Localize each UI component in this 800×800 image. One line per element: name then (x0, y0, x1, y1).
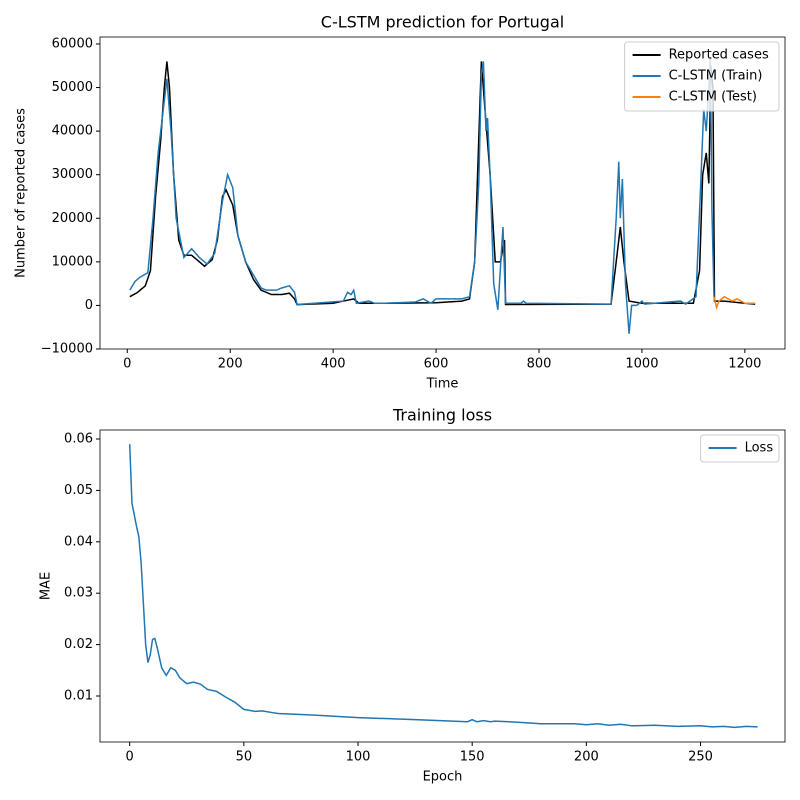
legend-label: C-LSTM (Train) (669, 69, 763, 84)
legend: Reported cases C-LSTM (Train) C-LSTM (Test… (624, 41, 780, 112)
y-tick-label: 0 (85, 298, 93, 313)
x-tick-label: 200 (574, 750, 599, 765)
x-tick-label: 0 (123, 357, 131, 372)
plot: Training loss Epoch MAE 0 50 100 150 200 250 0.01… (39, 406, 786, 785)
y-tick-label: 0.04 (64, 534, 93, 549)
chart-title: Training loss (392, 406, 492, 425)
y-tick-label: 0.06 (64, 431, 93, 446)
y-tick-label: 10000 (52, 254, 93, 269)
y-tick-label: 50000 (52, 80, 93, 95)
legend-box (624, 41, 780, 112)
x-tick-label: 50 (236, 750, 253, 765)
x-tick-label: 0 (126, 750, 134, 765)
y-tick-label: 40000 (52, 124, 93, 139)
series-line (128, 444, 758, 729)
legend-label: Loss (745, 441, 774, 456)
x-axis-label: Time (426, 377, 459, 392)
x-tick-label: 400 (321, 357, 346, 372)
legend-label: C-LSTM (Test) (669, 90, 757, 105)
y-tick-label: 0.05 (64, 483, 93, 498)
x-tick-label: 200 (218, 357, 243, 372)
axes-frame (99, 36, 786, 350)
legend-box (700, 434, 780, 463)
y-tick-label: 60000 (52, 36, 93, 51)
x-tick-label: 1000 (625, 357, 658, 372)
y-tick-label: 20000 (52, 211, 93, 226)
y-tick-label: 0.02 (64, 637, 93, 652)
y-tick-label: 0.01 (64, 688, 93, 703)
legend: Loss (700, 434, 780, 463)
x-tick-label: 800 (527, 357, 552, 372)
x-axis-label: Epoch (423, 770, 463, 785)
series-line (129, 57, 715, 334)
x-tick-label: 100 (346, 750, 371, 765)
x-tick-label: 150 (460, 750, 485, 765)
y-tick-label: −10000 (41, 342, 93, 357)
y-tick-label: 0.03 (64, 586, 93, 601)
axes-frame (99, 429, 786, 743)
x-tick-label: 600 (424, 357, 449, 372)
plot-area (128, 444, 758, 729)
y-axis-label: MAE (39, 572, 54, 600)
plot-area (129, 57, 756, 334)
legend-label: Reported cases (669, 48, 769, 63)
y-axis-label: Number of reported cases (14, 108, 29, 278)
x-tick-label: 1200 (728, 357, 761, 372)
x-tick-label: 250 (688, 750, 713, 765)
chart-title: C-LSTM prediction for Portugal (321, 13, 564, 32)
series-line (713, 295, 756, 311)
plot: C-LSTM prediction for Portugal Time Number… (14, 13, 786, 392)
y-tick-label: 30000 (52, 167, 93, 182)
